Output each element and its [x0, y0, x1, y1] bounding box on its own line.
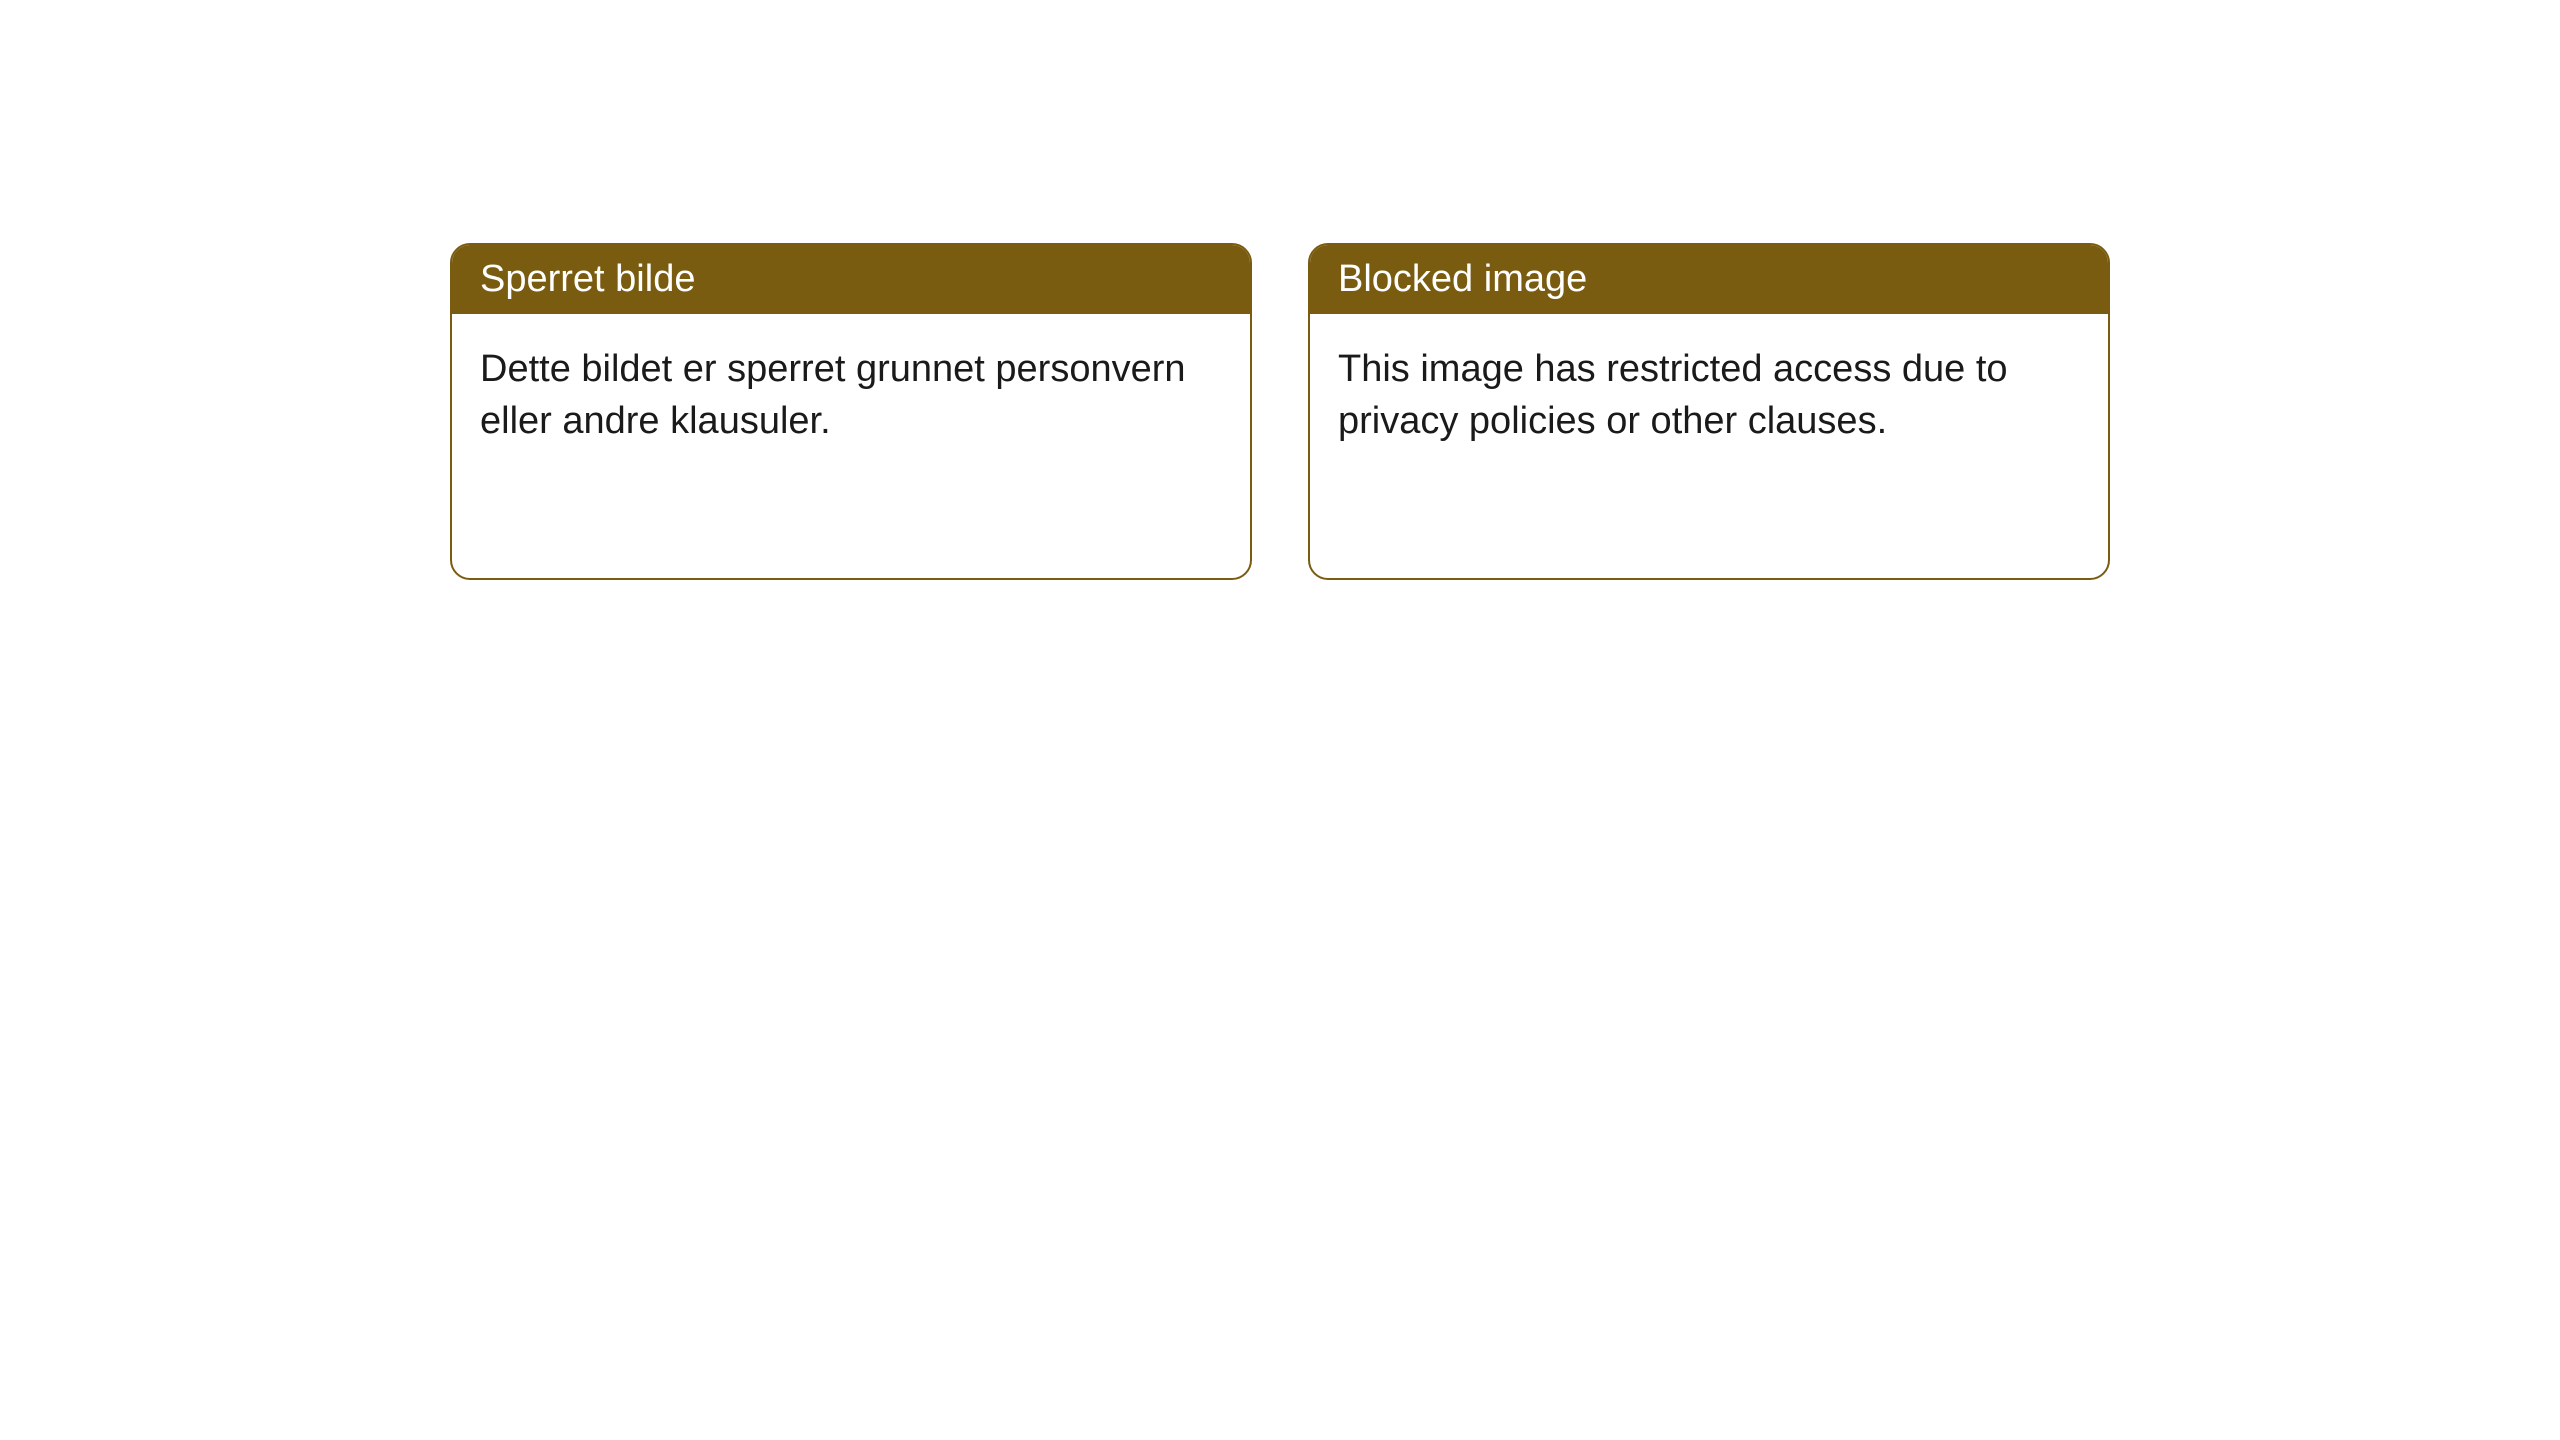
- notice-header: Blocked image: [1310, 245, 2108, 314]
- notice-body: This image has restricted access due to …: [1310, 314, 2108, 477]
- notice-container: Sperret bilde Dette bildet er sperret gr…: [0, 0, 2560, 580]
- notice-body: Dette bildet er sperret grunnet personve…: [452, 314, 1250, 477]
- notice-card-norwegian: Sperret bilde Dette bildet er sperret gr…: [450, 243, 1252, 580]
- notice-header: Sperret bilde: [452, 245, 1250, 314]
- notice-card-english: Blocked image This image has restricted …: [1308, 243, 2110, 580]
